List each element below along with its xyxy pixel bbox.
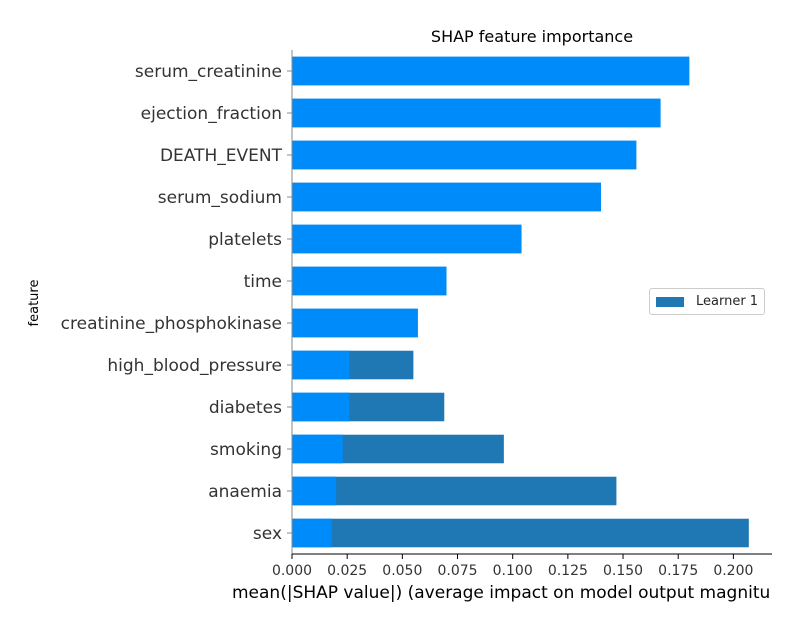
bar-series-2-ejection-fraction xyxy=(292,98,661,128)
x-axis-label: mean(|SHAP value|) (average impact on mo… xyxy=(232,583,770,603)
bar-series-2-diabetes xyxy=(292,392,350,422)
y-tick-label-smoking: smoking xyxy=(210,440,282,460)
y-axis-label: feature xyxy=(27,280,42,327)
x-tick-label: 0.125 xyxy=(548,563,588,579)
x-tick-label: 0.025 xyxy=(327,563,367,579)
x-tick-label: 0.200 xyxy=(713,563,753,579)
y-tick-label-high-blood-pressure: high_blood_pressure xyxy=(107,356,282,376)
y-tick-layer: serum_creatinine ejection_fraction DEATH_E… xyxy=(61,62,292,544)
y-tick-label-creatinine-phosphokinase: creatinine_phosphokinase xyxy=(61,314,282,334)
y-tick-label-death-event: DEATH_EVENT xyxy=(160,146,283,166)
x-tick-label: 0.175 xyxy=(658,563,698,579)
chart-title: SHAP feature importance xyxy=(431,27,633,46)
bar-series-1-anaemia xyxy=(292,476,617,506)
bar-series-1-sex xyxy=(292,518,749,548)
y-tick-label-serum-sodium: serum_sodium xyxy=(158,188,282,208)
x-tick-label: 0.100 xyxy=(493,563,533,579)
y-tick-label-serum-creatinine: serum_creatinine xyxy=(135,62,282,82)
bar-series-2-anaemia xyxy=(292,476,337,506)
bar-series-2-time xyxy=(292,266,447,296)
bar-series-2-platelets xyxy=(292,224,522,254)
legend: Learner 1 xyxy=(649,288,765,315)
y-tick-label-diabetes: diabetes xyxy=(209,398,282,418)
bar-series-2-sex xyxy=(292,518,332,548)
x-tick-label: 0.050 xyxy=(382,563,422,579)
x-tick-label: 0.075 xyxy=(437,563,477,579)
x-tick-label: 0.000 xyxy=(272,563,312,579)
y-tick-label-time: time xyxy=(244,272,282,292)
bar-series-2-creatinine-phosphokinase xyxy=(292,308,418,338)
y-tick-label-anaemia: anaemia xyxy=(208,482,282,502)
bars-layer xyxy=(292,56,749,548)
bar-series-2-death-event xyxy=(292,140,637,170)
x-tick-label: 0.150 xyxy=(603,563,643,579)
y-tick-label-platelets: platelets xyxy=(208,230,282,250)
x-tick-layer: 0.000 0.025 0.050 0.075 0.100 0.125 0.150 0.175… xyxy=(272,554,753,579)
y-tick-label-ejection-fraction: ejection_fraction xyxy=(141,104,282,124)
bar-series-2-serum-creatinine xyxy=(292,56,690,86)
bar-series-2-serum-sodium xyxy=(292,182,601,212)
legend-label-learner-1: Learner 1 xyxy=(696,294,759,309)
bar-series-2-high-blood-pressure xyxy=(292,350,350,380)
bar-series-2-smoking xyxy=(292,434,343,464)
legend-swatch-learner-1 xyxy=(656,296,684,307)
y-tick-label-sex: sex xyxy=(253,524,282,544)
